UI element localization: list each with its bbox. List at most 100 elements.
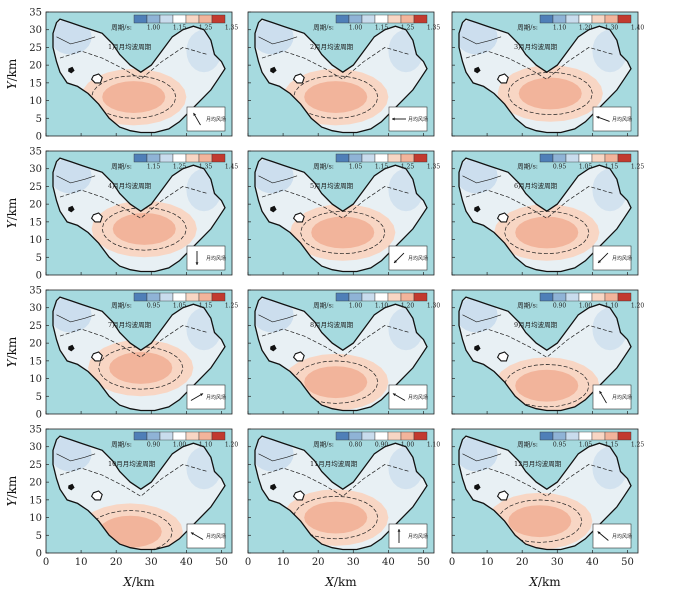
y-axis-label: Y/km [5,475,19,506]
x-tick-label: 20 [110,557,123,568]
colorbar-label: 周期/s: [517,441,538,449]
colorbar-swatch [146,292,161,302]
y-tick-label: 25 [29,182,42,193]
colorbar-tick: 1.05 [579,164,593,171]
colorbar-swatch [539,431,554,441]
colorbar-tick: 1.35 [199,164,213,171]
colorbar-swatch [133,153,148,163]
x-tick-label: 30 [347,557,360,568]
panel-frame [247,150,435,276]
colorbar-tick: 0.95 [553,442,567,449]
panel-frame [451,428,639,554]
wind-legend-label: 月均风场 [408,255,428,262]
wind-legend-box [388,245,428,271]
island [496,490,509,501]
peak-period-zone [304,501,368,534]
colorbar-tick: 0.90 [147,442,161,449]
wind-legend-label: 月均风场 [206,255,226,262]
x-tick-label: 30 [551,557,564,568]
panel-frame [451,150,639,276]
x-tick-label: 0 [449,557,455,568]
colorbar-swatch [348,14,363,24]
lake-outline [254,435,428,551]
wind-legend-label: 月均风场 [612,116,632,123]
colorbar-swatch [146,431,161,441]
island [292,351,305,362]
contour-line [56,314,96,323]
colorbar-swatch [413,153,428,163]
colorbar-swatch [374,153,389,163]
wind-legend-box [186,245,226,271]
colorbar-swatch [146,153,161,163]
panel-title: 5月月均波周期 [310,181,354,190]
wind-arrow-head [190,532,194,536]
colorbar-tick: 1.15 [375,25,389,32]
contour-line [261,325,410,358]
colorbar-tick: 1.15 [605,442,619,449]
y-axis-label: Y/km [5,197,19,228]
colorbar-swatch [552,153,567,163]
y-tick-label: 15 [29,495,42,506]
y-tick-label: 0 [36,132,42,143]
x-tick-label: 20 [516,557,529,568]
contour-line [465,47,614,80]
lake-body [53,436,225,550]
y-tick-label: 5 [36,531,42,542]
contour-line [293,75,379,119]
low-period-zone [459,436,498,472]
colorbar-tick: 1.00 [349,303,363,310]
colorbar-swatch [400,431,415,441]
colorbar-swatch [552,292,567,302]
colorbar-swatch [578,431,593,441]
colorbar-swatch [159,292,174,302]
colorbar-label: 周期/s: [517,302,538,310]
colorbar-swatch [591,292,606,302]
wind-legend-box [592,106,632,132]
contour-line [258,314,298,323]
colorbar-tick: 1.25 [225,303,239,310]
colorbar-tick: 0.90 [375,442,389,449]
y-tick-label: 35 [29,147,42,158]
y-tick-label: 15 [29,78,42,89]
peak-period-zone [109,352,173,384]
colorbar-swatch [198,431,213,441]
wind-legend-box [592,245,632,271]
x-tick-label: 50 [417,557,430,568]
colorbar-label: 周期/s: [111,24,132,32]
contour-line [504,210,590,255]
x-tick-label: 30 [145,557,158,568]
colorbar-swatch [565,153,580,163]
contour-line [507,71,593,116]
colorbar-swatch [133,292,148,302]
y-tick-label: 35 [29,286,42,297]
panel-7: 0 5 10 15 20 25 30 35 周期/s: 0.95 1.05 1.15 1.25 7月月均波… [29,286,238,421]
colorbar-swatch [361,153,376,163]
colorbar-swatch [348,292,363,302]
colorbar-swatch [198,292,213,302]
colorbar-tick: 1.40 [631,25,645,32]
colorbar-tick: 0.95 [553,164,567,171]
colorbar-tick: 1.15 [199,303,213,310]
contour-line [497,499,583,543]
colorbar-swatch [617,14,632,24]
colorbar-tick: 1.15 [375,164,389,171]
y-tick-label: 15 [29,217,42,228]
island [496,212,509,223]
islet [68,344,75,352]
colorbar-tick: 1.10 [605,303,619,310]
panel-11: 0 10 20 30 40 50 周期/s: 0.80 0.90 1.00 1.10 11月月均波周期… [245,428,440,568]
colorbar-swatch [387,431,402,441]
y-tick-label: 10 [29,513,42,524]
x-tick-label: 10 [75,557,88,568]
y-tick-label: 30 [29,164,42,175]
colorbar-label: 周期/s: [313,163,334,171]
colorbar-tick: 1.45 [225,164,239,171]
y-tick-label: 0 [36,410,42,421]
panel-title: 10月月均波周期 [108,459,156,468]
peak-period-zone [515,216,579,249]
y-tick-label: 15 [29,356,42,367]
